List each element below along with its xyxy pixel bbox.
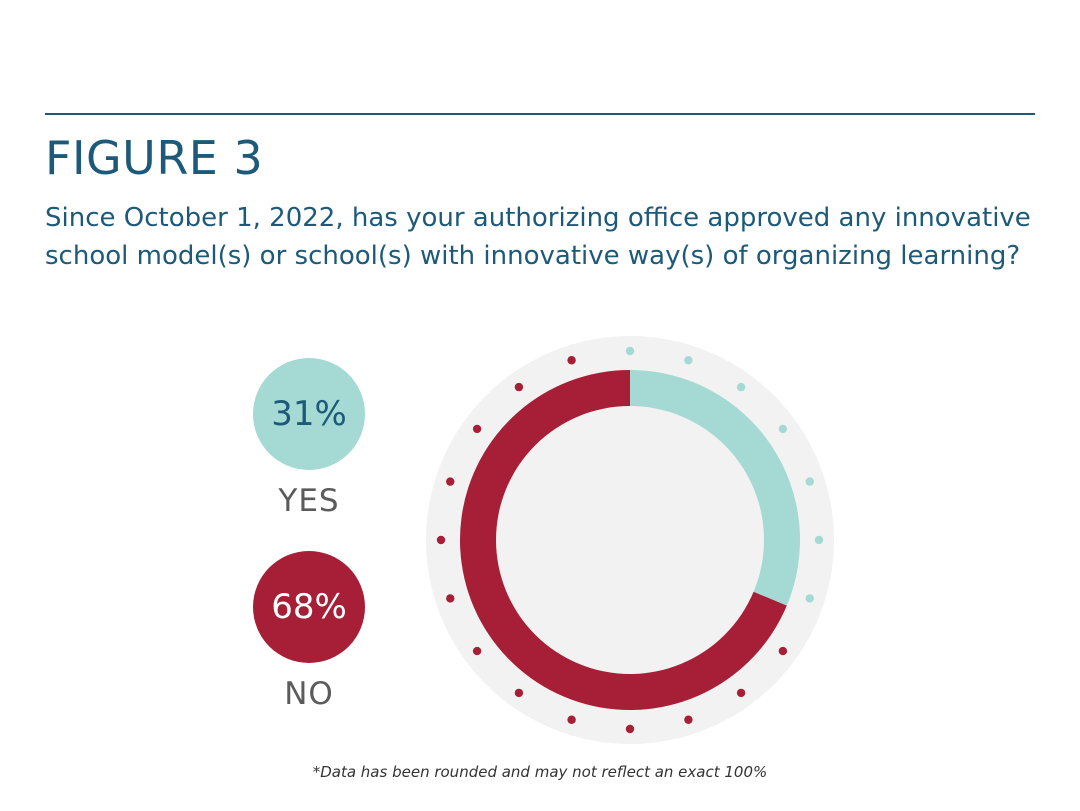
donut-dot (446, 594, 455, 603)
no-label: NO (284, 676, 334, 712)
top-rule (45, 113, 1035, 115)
no-percent-value: 68% (271, 587, 347, 627)
donut-dot (736, 688, 746, 698)
donut-dot (567, 715, 576, 724)
yes-label: YES (278, 483, 340, 519)
donut-dot (567, 356, 576, 365)
donut-dot (814, 535, 824, 545)
footnote: *Data has been rounded and may not refle… (312, 763, 768, 781)
survey-question: Since October 1, 2022, has your authoriz… (45, 203, 1031, 271)
yes-percent-badge: 31% (253, 358, 365, 470)
donut-chart (426, 336, 834, 744)
donut-dot (472, 646, 482, 656)
donut-dot (514, 382, 524, 392)
donut-dot (684, 715, 693, 724)
donut-dot (684, 356, 693, 365)
yes-percent-value: 31% (271, 394, 347, 434)
donut-dot-ring (436, 346, 824, 734)
donut-dot (446, 477, 455, 486)
donut-hole (496, 406, 764, 674)
donut-dot (514, 688, 524, 698)
donut-dot (472, 424, 482, 434)
donut-dot (805, 594, 814, 603)
no-percent-badge: 68% (253, 551, 365, 663)
donut-dot (778, 424, 788, 434)
donut-dot (805, 477, 814, 486)
figure-label: FIGURE 3 (45, 131, 264, 185)
donut-dot (625, 346, 635, 356)
donut-dot (778, 646, 788, 656)
donut-dot (625, 724, 635, 734)
donut-dot (436, 535, 446, 545)
donut-dot (736, 382, 746, 392)
